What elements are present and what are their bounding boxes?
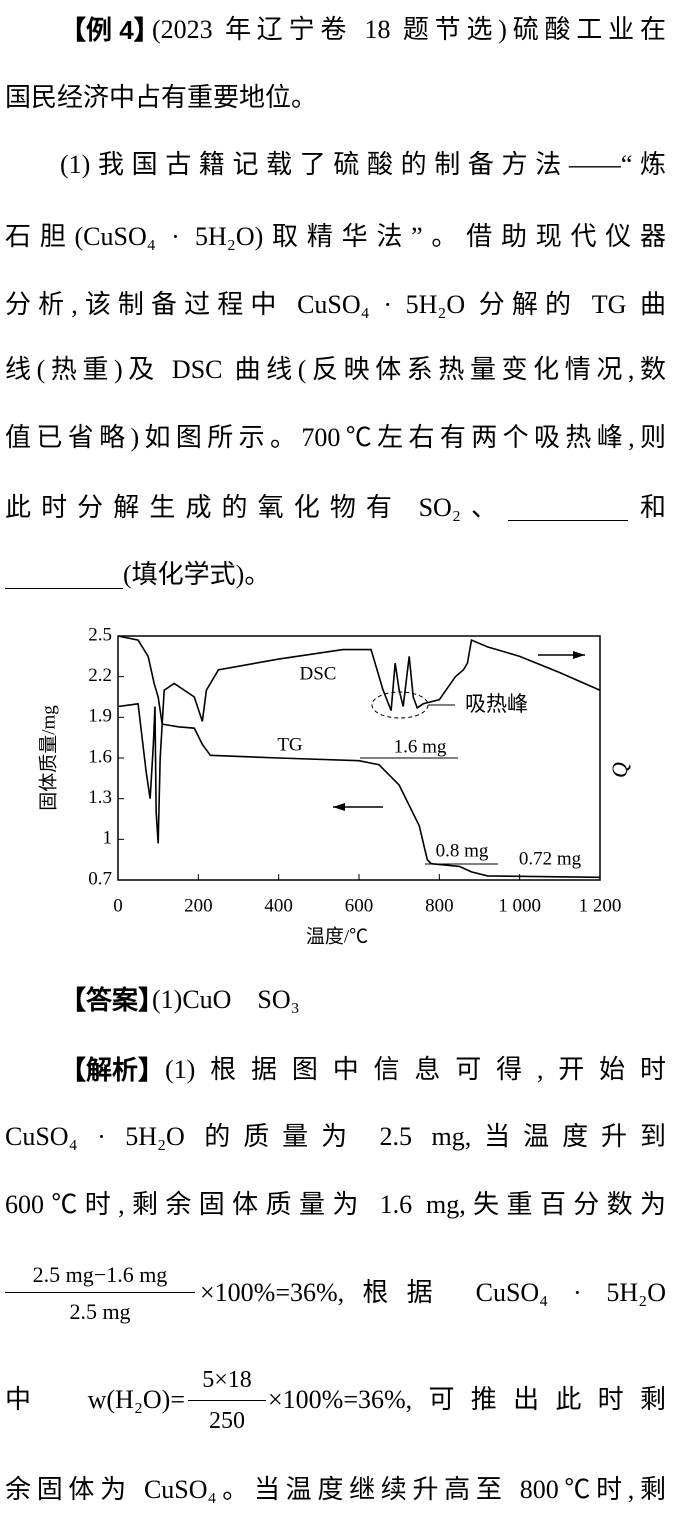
analysis-label: 【解析】 [60,1055,155,1085]
text-line: 线(热重)及 DSC 曲线(反映体系热量变化情况,数 [5,355,666,384]
text-line: (1)我国古籍记载了硫酸的制备方法——“炼 [60,150,666,179]
text-line: 分析,该制备过程中 CuSO₄ · 5H₂O 分解的 TG 曲 [5,290,666,319]
y-tick-label: 1 [103,828,113,849]
y-tick-label: 0.7 [88,868,112,889]
text-line: 600℃时,剩余固体质量为 1.6 mg,失重百分数为 [5,1190,666,1219]
chart: DSC TG 1.6 mg 0.8 mg 0.72 mg 吸热峰 温度/℃ 固体… [37,624,632,947]
example-label: 【例 4】 [60,15,155,45]
annotation: 吸热峰 [465,692,528,716]
x-axis-label: 温度/℃ [306,925,368,947]
text-line: (1)根据图中信息可得,开始时 [165,1055,666,1084]
answer-blank [508,520,628,521]
y-tick-label: 1.6 [88,746,112,767]
text-line: 国民经济中占有重要地位。 [5,83,318,112]
y-tick-label: 1.3 [88,787,112,808]
tg-arrow-head [333,803,345,811]
answer-text: (1)CuO SO₃ [152,985,300,1014]
y-tick-label: 2.2 [88,665,112,686]
y-tick-label: 1.9 [88,706,112,727]
x-tick-label: 200 [184,895,213,916]
denominator: 250 [209,1408,245,1434]
fraction-bar [5,1292,195,1293]
answer-label: 【答案】 [60,985,155,1015]
text-line: 石胆(CuSO₄ · 5H₂O)取精华法”。借助现代仪器 [5,222,666,251]
x-tick-label: 800 [425,895,454,916]
y2-axis-label: Q [607,762,632,778]
text-line: (填化学式)。 [123,560,271,589]
numerator: 2.5 mg−1.6 mg [32,1262,168,1287]
annotation: 0.8 mg [436,840,489,861]
y-tick-label: 2.5 [88,624,112,645]
x-tick-label: 600 [345,895,374,916]
dsc-arrow-head [573,651,585,659]
data-line [117,638,601,844]
x-tick-label: 400 [264,895,293,916]
text-line: 此时分解生成的氧化物有 SO₂、 [5,493,497,522]
numerator: 5×18 [202,1367,252,1393]
y-axis-label: 固体质量/mg [37,705,59,811]
x-tick-label: 1 000 [498,895,541,916]
text-line: 值已省略)如图所示。700℃左右有两个吸热峰,则 [5,423,666,452]
answer-blank [5,588,123,589]
text-line: 余固体为 CuSO₄。当温度继续升高至 800℃时,剩 [5,1475,666,1504]
plot-frame [117,635,601,881]
tg-label: TG [277,734,303,755]
dsc-label: DSC [300,663,337,684]
text-line: CuSO₄ · 5H₂O 的质量为 2.5 mg,当温度升到 [5,1122,666,1151]
text-line: 和 [640,493,667,522]
denominator: 2.5 mg [69,1299,131,1324]
text-line: ×100%=36%,可推出此时剩 [268,1385,666,1414]
text-line: 中 w(H₂O)= [5,1385,185,1414]
annotation: 1.6 mg [394,736,447,757]
x-tick-label: 0 [113,895,123,916]
x-tick-label: 1 200 [579,895,622,916]
annotation: 0.72 mg [519,848,582,869]
text-line: ×100%=36%,根据 CuSO₄ · 5H₂O [200,1278,666,1307]
fraction-bar [188,1400,266,1401]
example-text: (2023 年辽宁卷 18 题节选)硫酸工业在 [152,15,666,44]
data-line [117,635,601,879]
